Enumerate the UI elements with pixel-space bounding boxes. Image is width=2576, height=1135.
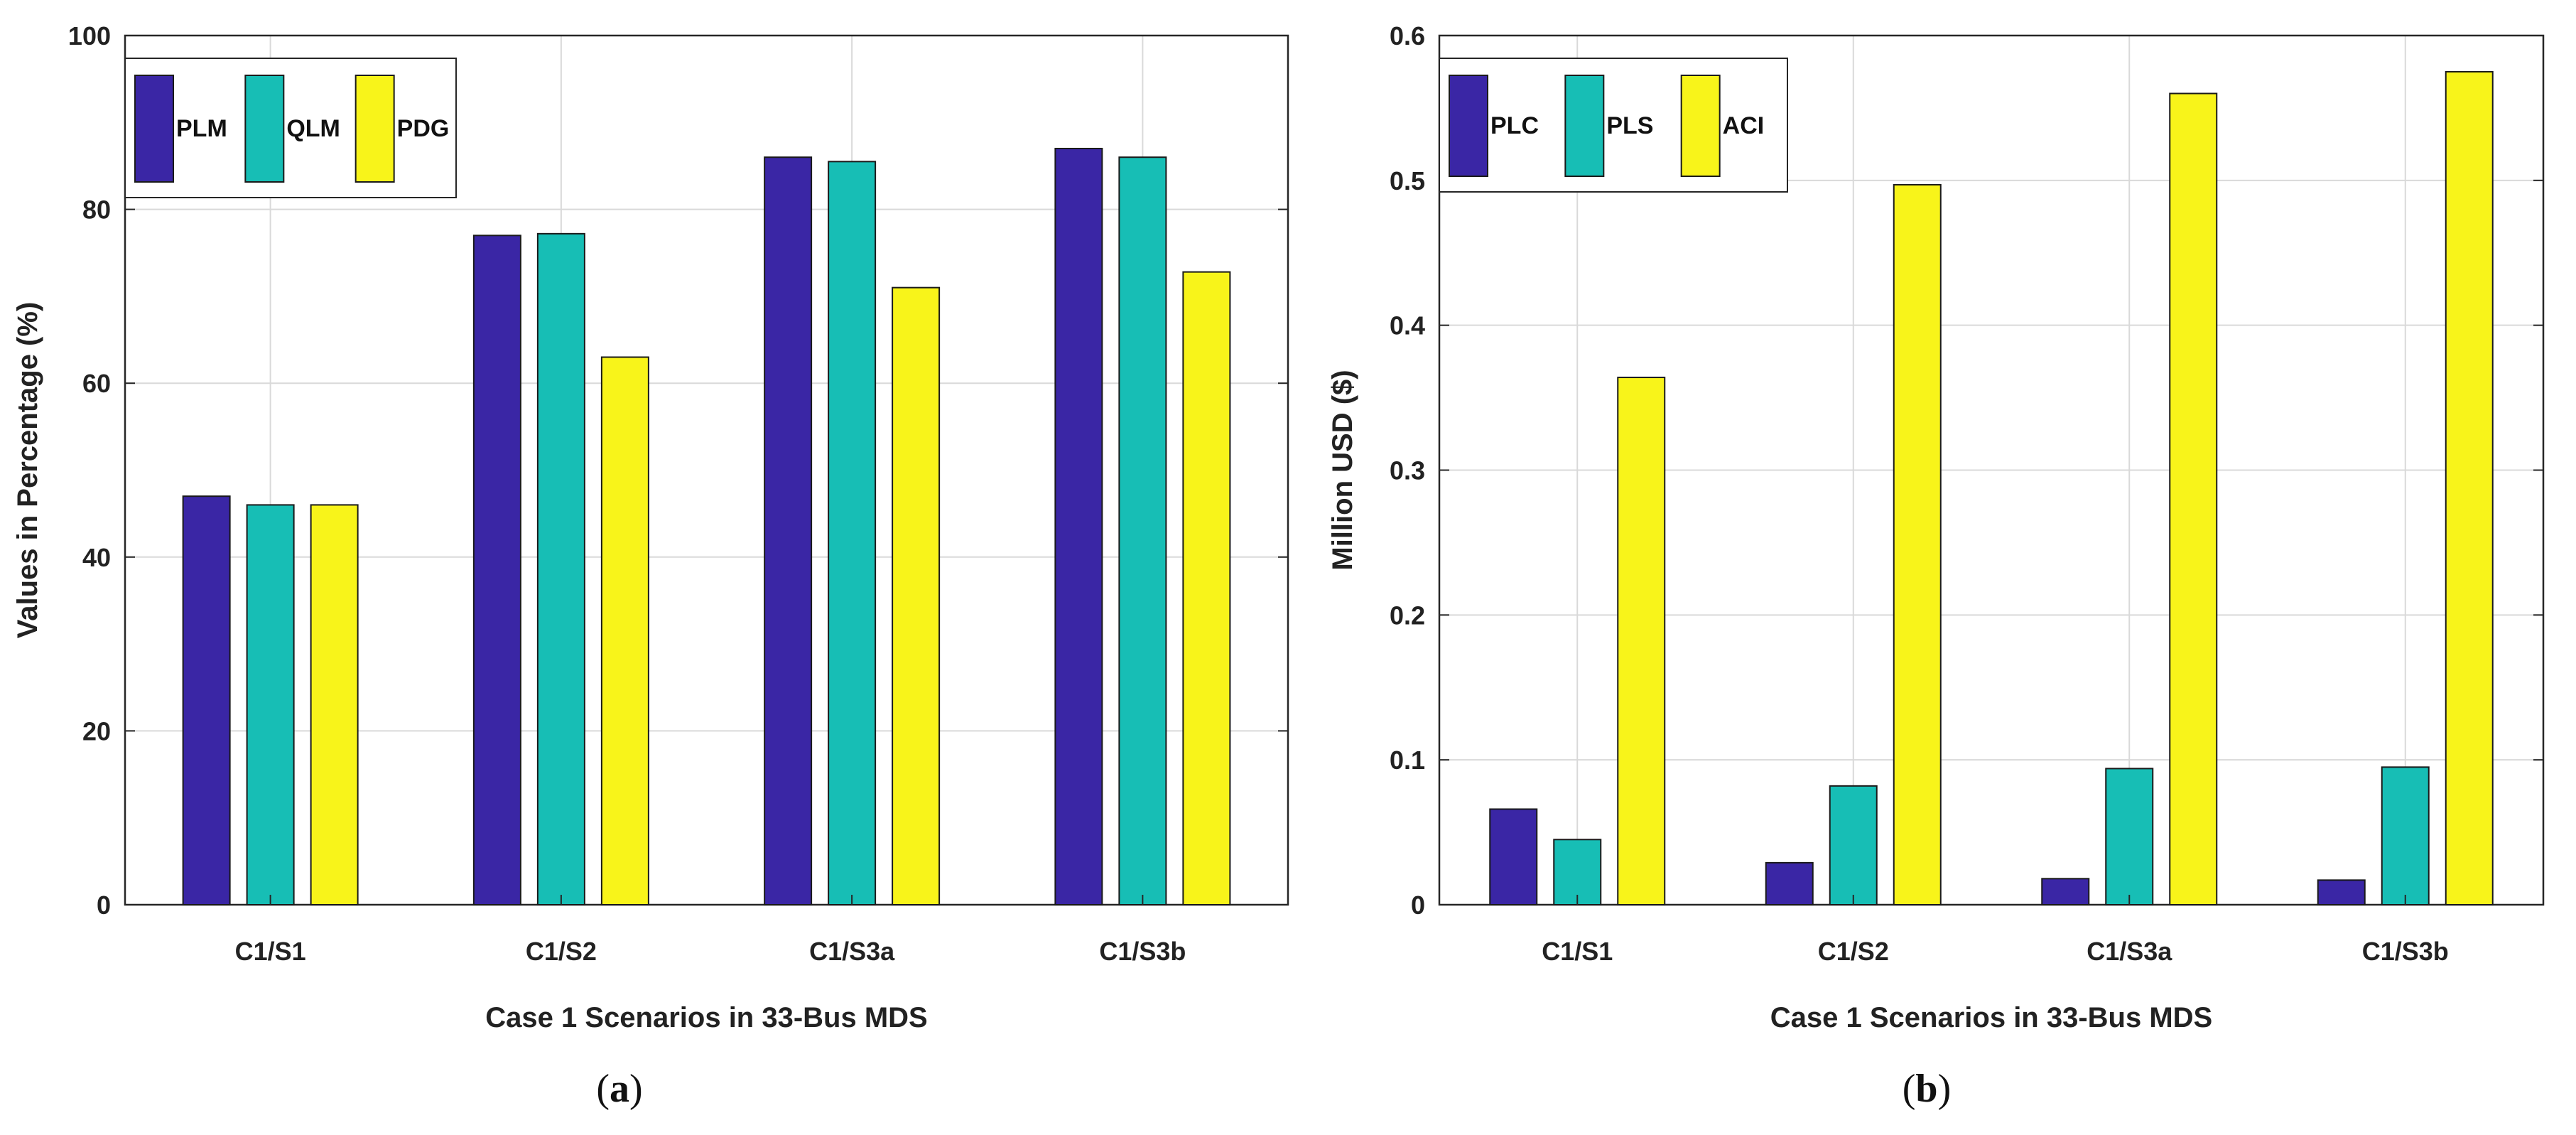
y-tick-label: 0	[1411, 891, 1425, 920]
y-tick-label: 0.4	[1390, 311, 1425, 340]
x-tick-label: C1/S3a	[2087, 937, 2172, 966]
y-tick-label: 40	[82, 543, 111, 572]
y-axis-label: Values in Percentage (%)	[12, 302, 43, 639]
legend-label-plc: PLC	[1490, 112, 1539, 139]
y-tick-label: 60	[82, 369, 111, 398]
y-tick-label: 20	[82, 716, 111, 746]
bar-pdg-c1-s2	[600, 356, 649, 905]
y-tick-label: 0	[97, 891, 111, 920]
caption-a: (a)	[596, 1067, 642, 1111]
legend-label-plm: PLM	[176, 115, 227, 142]
x-tick-label: C1/S3a	[809, 937, 895, 966]
y-axis-label: Million USD ($)	[1327, 370, 1358, 570]
bar-plm-c1-s1	[182, 495, 231, 905]
legend-swatch-pdg	[355, 75, 395, 183]
bar-pdg-c1-s3b	[1182, 271, 1231, 905]
bar-pdg-c1-s1	[310, 504, 359, 905]
legend-box	[1439, 58, 1788, 193]
bar-plm-c1-s3a	[764, 156, 813, 906]
legend-label-aci: ACI	[1723, 112, 1765, 139]
bar-pls-c1-s3a	[2105, 768, 2154, 905]
bar-pls-c1-s2	[1829, 785, 1878, 906]
bar-plm-c1-s2	[472, 235, 521, 906]
bar-aci-c1-s1	[1617, 377, 1666, 905]
x-tick-label: C1/S2	[1818, 937, 1889, 966]
legend-swatch-pls	[1564, 75, 1605, 177]
legend-label-pdg: PDG	[397, 115, 450, 142]
bar-plc-c1-s2	[1765, 861, 1814, 905]
bar-pls-c1-s3b	[2381, 766, 2430, 905]
x-axis-label: Case 1 Scenarios in 33-Bus MDS	[485, 1002, 927, 1033]
legend-label-pls: PLS	[1606, 112, 1653, 139]
plot-frame	[124, 34, 1289, 906]
x-tick-label: C1/S1	[235, 937, 306, 966]
bar-aci-c1-s2	[1893, 183, 1942, 906]
legend-label-qlm: QLM	[286, 115, 340, 142]
y-tick-label: 100	[68, 21, 111, 50]
bar-aci-c1-s3b	[2445, 70, 2494, 905]
legend-swatch-qlm	[244, 75, 285, 183]
bar-plc-c1-s1	[1489, 808, 1538, 905]
legend-swatch-plm	[134, 75, 174, 183]
bar-plm-c1-s3b	[1054, 147, 1103, 906]
bar-qlm-c1-s3a	[828, 161, 877, 906]
legend-swatch-plc	[1449, 75, 1488, 177]
bar-qlm-c1-s3b	[1118, 156, 1167, 906]
legend: PLC PLS ACI	[1439, 58, 1788, 193]
legend: PLM QLM PDG	[124, 58, 457, 198]
chart-a: 0 20 40 60 80 100 C1/S1 C1/S2 C1/S3a C1/S3b Valu…	[12, 21, 1289, 1111]
y-tick-label: 0.3	[1390, 456, 1425, 485]
caption-b: (b)	[1903, 1067, 1951, 1111]
y-tick-label: 0.1	[1390, 746, 1425, 775]
x-tick-label: C1/S1	[1542, 937, 1613, 966]
y-tick-label: 0.5	[1390, 166, 1425, 195]
bar-plc-c1-s3a	[2041, 878, 2090, 906]
bar-pdg-c1-s3a	[892, 286, 941, 906]
bar-qlm-c1-s1	[246, 504, 295, 905]
x-tick-label: C1/S3b	[1099, 937, 1186, 966]
y-tick-label: 0.2	[1390, 601, 1425, 630]
x-tick-label: C1/S3b	[2362, 937, 2449, 966]
y-tick-label: 80	[82, 195, 111, 225]
bar-plc-c1-s3b	[2317, 879, 2366, 906]
bar-aci-c1-s3a	[2169, 92, 2218, 906]
x-axis-label: Case 1 Scenarios in 33-Bus MDS	[1770, 1002, 2212, 1033]
y-tick-label: 0.6	[1390, 21, 1425, 50]
legend-swatch-aci	[1680, 75, 1721, 177]
bar-qlm-c1-s2	[536, 232, 585, 905]
legend-box	[124, 58, 457, 198]
bar-pls-c1-s1	[1553, 839, 1602, 906]
x-tick-label: C1/S2	[526, 937, 597, 966]
chart-b: 0 0.1 0.2 0.3 0.4 0.5 0.6 C1/S1 C1/S2 C1/S3a C1/S…	[1327, 21, 2545, 1111]
